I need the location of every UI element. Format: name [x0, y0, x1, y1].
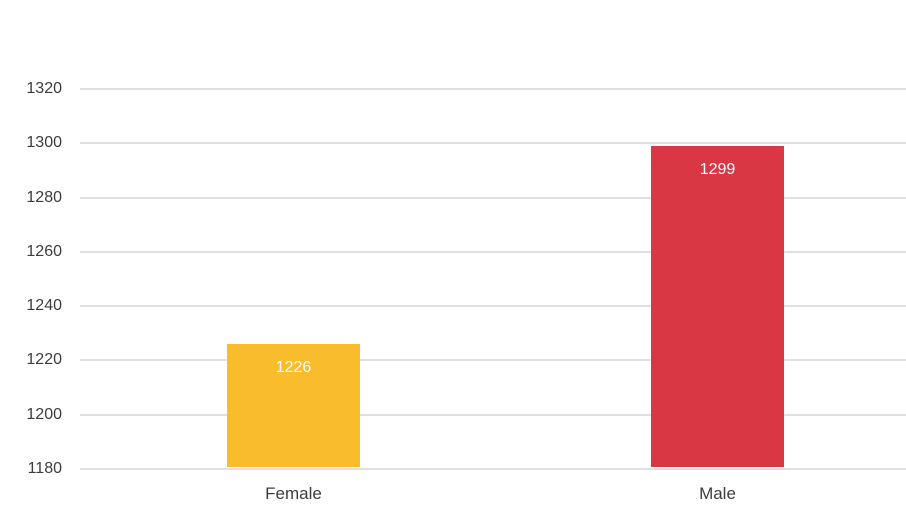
- y-axis-tick-label: 1320: [26, 80, 62, 97]
- bar-male[interactable]: 1299: [651, 146, 784, 467]
- y-axis-tick-label: 1300: [26, 134, 62, 152]
- gridline: [80, 142, 906, 145]
- y-axis-tick-label: 1280: [26, 188, 62, 206]
- x-axis-category-label: Male: [699, 484, 736, 503]
- gridline: [80, 196, 906, 199]
- y-axis-tick-label: 1220: [26, 351, 62, 369]
- y-axis-tick-label: 1260: [26, 242, 62, 260]
- gridline: [80, 359, 906, 362]
- gridline: [80, 250, 906, 253]
- bar-value-label: 1226: [275, 359, 312, 377]
- x-axis-category-label: Female: [265, 484, 322, 503]
- gridline: [80, 305, 906, 308]
- gridline: [80, 88, 906, 90]
- y-axis-tick-label: 1200: [26, 405, 62, 423]
- y-axis-tick-label: 1240: [26, 297, 62, 315]
- gridline: [80, 468, 906, 470]
- y-axis-tick-label: 1180: [27, 460, 62, 477]
- bar-value-label: 1299: [699, 161, 736, 178]
- bar-female[interactable]: 1226: [227, 344, 360, 467]
- gridline: [80, 413, 906, 416]
